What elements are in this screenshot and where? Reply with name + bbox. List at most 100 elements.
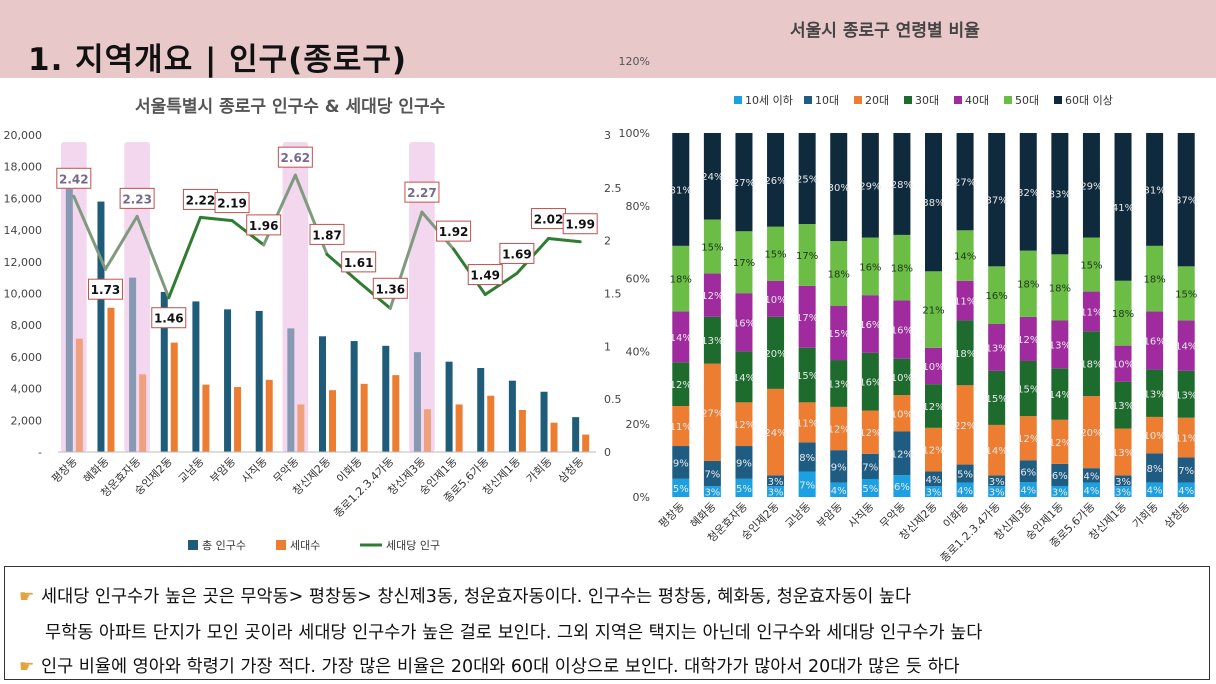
stacked-bar-segment <box>1114 486 1132 497</box>
left-chart-title: 서울특별시 종로구 인구수 & 세대당 인구수 <box>135 97 446 117</box>
stacked-bar-data-label: 12% <box>1049 438 1071 449</box>
stacked-bar-data-label: 12% <box>670 380 692 391</box>
stacked-bar-data-label: 16% <box>891 326 913 337</box>
y-tick-label: - <box>38 446 42 459</box>
stacked-bar-data-label: 13% <box>828 379 850 390</box>
stacked-bar-segment <box>1051 463 1069 486</box>
data-label-text: 2.62 <box>281 151 311 165</box>
stacked-bar-data-label: 12% <box>733 420 755 431</box>
stacked-bar-segment <box>925 347 942 385</box>
note-text-1: 세대당 인구수가 높은 곳은 무악동> 평창동> 창신제3동, 청운효자동이다.… <box>41 587 912 607</box>
stacked-bar-segment <box>1177 370 1195 418</box>
stacked-bar-segment <box>703 273 721 317</box>
stacked-bar-segment <box>830 241 848 306</box>
stacked-bar-segment <box>893 133 911 235</box>
data-label-box <box>87 278 123 300</box>
stacked-bar-segment <box>925 384 942 428</box>
stacked-bar-segment <box>830 305 848 361</box>
note-text-2: 무학동 아파트 단지가 모인 곳이라 세대당 인구수가 높은 걸로 보인다. 그… <box>45 623 983 643</box>
stacked-bar-data-label: 31% <box>670 185 692 196</box>
stacked-bar-segment <box>1019 133 1037 251</box>
bar-households <box>75 338 83 452</box>
bar-households <box>202 384 210 452</box>
bar-households <box>234 387 242 452</box>
data-label-box <box>341 251 377 273</box>
stacked-bar-data-label: 13% <box>1112 401 1134 412</box>
stacked-bar-data-label: 8% <box>1147 464 1163 475</box>
stacked-bar-segment <box>798 224 816 286</box>
stacked-bar-data-label: 15% <box>764 250 786 261</box>
stacked-bar-segment <box>798 442 816 472</box>
stacked-bar-data-label: 14% <box>954 252 976 263</box>
stacked-bar-segment <box>1114 345 1132 382</box>
stacked-bar-data-label: 29% <box>1080 181 1102 192</box>
stacked-bar-segment <box>893 475 911 497</box>
line-segment-per-household <box>167 215 202 300</box>
stacked-bar-segment <box>956 280 974 321</box>
bar-households <box>107 307 115 452</box>
y-tick-label: 100% <box>619 127 650 140</box>
stacked-bar-data-label: 15% <box>986 394 1008 405</box>
data-label-text: 2.19 <box>217 197 247 211</box>
stacked-bar-data-label: 5% <box>736 484 752 495</box>
bar-population <box>287 328 295 452</box>
stacked-bar-data-label: 17% <box>733 258 755 269</box>
y2-tick-label: 1 <box>604 340 611 353</box>
bar-households <box>550 422 558 452</box>
data-label-text: 2.42 <box>59 172 89 186</box>
stacked-bar-segment <box>925 471 942 487</box>
stacked-bar-data-label: 11% <box>1175 434 1197 445</box>
stacked-bar-data-label: 3% <box>926 488 942 499</box>
stacked-bar-data-label: 12% <box>1017 434 1039 445</box>
stacked-bar-data-label: 18% <box>828 270 850 281</box>
stacked-bar-segment <box>1051 419 1069 464</box>
stacked-bar-segment <box>672 362 690 406</box>
stacked-bar-data-label: 10% <box>891 373 913 384</box>
stacked-bar-data-label: 4% <box>1178 486 1194 497</box>
stacked-bar-segment <box>1051 320 1069 369</box>
legend-swatch <box>854 96 862 104</box>
stacked-bar-data-label: 24% <box>764 428 786 439</box>
legend-label: 50대 <box>1015 94 1039 107</box>
stacked-bar-segment <box>830 133 848 242</box>
stacked-bar-segment <box>735 293 753 352</box>
stacked-bar-data-label: 9% <box>736 458 752 469</box>
stacked-bar-data-label: 15% <box>1080 261 1102 272</box>
stacked-bar-segment <box>735 402 753 447</box>
stray-axis-label: 120% <box>619 55 650 68</box>
stacked-bar-data-label: 3% <box>989 477 1005 488</box>
stacked-bar-segment <box>672 446 690 479</box>
stacked-bar-segment <box>830 406 848 451</box>
data-label-text: 1.36 <box>375 282 405 296</box>
stacked-bar-data-label: 21% <box>922 306 944 317</box>
stacked-bar-data-label: 20% <box>1080 428 1102 439</box>
stacked-bar-data-label: 14% <box>986 446 1008 457</box>
data-label-per-household: 2.27 <box>404 181 440 203</box>
stacked-bar-segment <box>1146 416 1164 454</box>
stacked-bar-data-label: 4% <box>926 475 942 486</box>
stacked-bar-data-label: 16% <box>859 320 881 331</box>
stacked-bar-data-label: 4% <box>1084 486 1100 497</box>
bar-population <box>97 201 105 452</box>
legend-swatch <box>904 96 912 104</box>
legend-swatch <box>1054 96 1062 104</box>
y-tick-label: 0% <box>633 491 650 504</box>
legend-label: 30대 <box>915 94 939 107</box>
y-tick-label: 14,000 <box>4 224 43 237</box>
stacked-bar-data-label: 3% <box>768 488 784 499</box>
data-label-text: 1.92 <box>439 225 469 239</box>
bar-population <box>65 188 73 452</box>
note-line-1: ☛ 세대당 인구수가 높은 곳은 무악동> 평창동> 창신제3동, 청운효자동이다… <box>19 583 911 608</box>
data-label-box <box>151 307 187 329</box>
stacked-bar-data-label: 15% <box>1017 385 1039 396</box>
stacked-bar-segment <box>767 388 785 476</box>
bar-population <box>129 277 137 452</box>
stacked-bar-segment <box>1019 416 1037 461</box>
stacked-bar-data-label: 11% <box>796 418 818 429</box>
line-segment-per-household <box>547 237 582 244</box>
stacked-bar-segment <box>798 402 816 443</box>
stacked-bar-segment <box>672 133 690 246</box>
bar-households <box>487 395 495 452</box>
bar-population <box>508 380 516 452</box>
stacked-bar-segment <box>988 324 1006 371</box>
